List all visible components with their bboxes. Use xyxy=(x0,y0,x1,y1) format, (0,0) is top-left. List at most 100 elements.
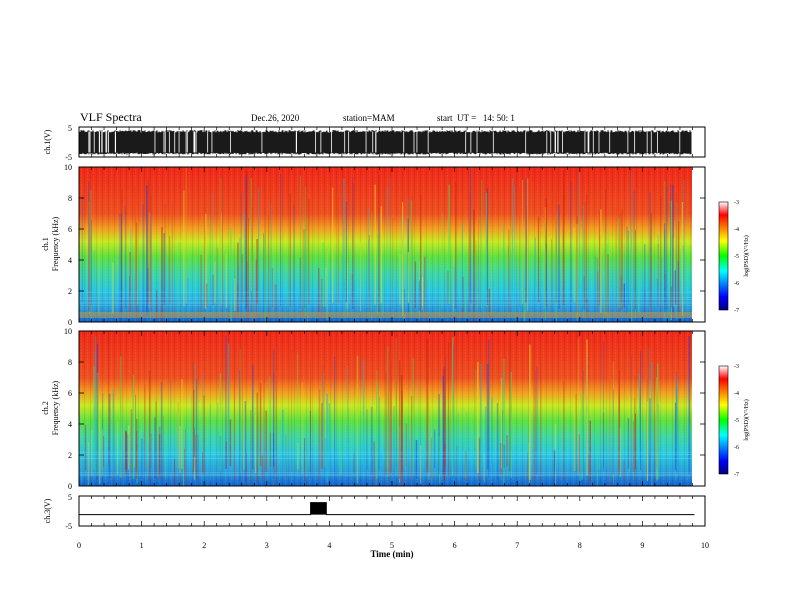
spectrogram-streak xyxy=(612,361,614,485)
spectrogram-streak xyxy=(418,280,420,311)
spectrogram-streak xyxy=(302,229,304,319)
spectrogram-streak xyxy=(243,398,245,470)
spectrogram-streak xyxy=(618,218,620,308)
ch3-signal-panel: 5 -5 ch.3(V) xyxy=(43,493,706,531)
spectrogram-streak xyxy=(649,398,651,483)
ch1-colorbar-ticks: -3 -4 -5 -6 -7 xyxy=(734,200,739,314)
spectrogram-streak xyxy=(582,253,584,319)
spectrogram-streak xyxy=(386,186,388,308)
spectrogram-streak xyxy=(612,389,614,474)
spectrogram-streak xyxy=(664,171,666,305)
spectrogram-streak xyxy=(117,422,119,474)
spectrogram-streak xyxy=(441,212,444,309)
spectrogram-streak xyxy=(476,249,478,310)
xtick-label: 7 xyxy=(515,541,519,550)
spectrogram-streak xyxy=(261,455,263,481)
spectrogram-streak xyxy=(491,397,493,486)
spectrogram-streak xyxy=(143,432,144,479)
spectrogram-streak xyxy=(650,213,653,321)
spectrogram-streak xyxy=(356,355,358,484)
spectrogram-streak xyxy=(648,347,650,471)
ch2-spec-ylabel-channel: ch.2 xyxy=(41,401,50,415)
spectrogram-streak xyxy=(243,213,246,312)
spectrogram-streak xyxy=(629,395,631,472)
spectrogram-streak xyxy=(221,212,222,305)
spectrogram-streak xyxy=(282,409,284,474)
spectrogram-streak xyxy=(133,398,135,468)
spectrogram-streak xyxy=(271,203,272,315)
spectrogram-streak xyxy=(242,362,243,479)
spectrogram-streak xyxy=(586,357,587,474)
ch1-ytick-bottom: -5 xyxy=(65,153,72,162)
spectrogram-streak xyxy=(274,462,276,486)
spectrogram-streak xyxy=(246,261,248,322)
spectrogram-streak xyxy=(438,436,441,484)
spectrogram-streak xyxy=(147,178,149,304)
spectrogram-streak xyxy=(81,445,83,482)
spectrogram-streak xyxy=(553,450,556,483)
ch1-waveform-path xyxy=(79,130,692,155)
spectrogram-streak xyxy=(462,276,464,319)
spectrogram-streak xyxy=(251,261,253,322)
colorbar-tick-label: -7 xyxy=(734,308,739,314)
spectrogram-streak xyxy=(154,417,156,479)
ch2-colorbar-label: log(PSD)(V²/Hz) xyxy=(743,399,750,440)
spectrogram-streak xyxy=(112,262,114,314)
spectrogram-streak xyxy=(209,214,210,304)
spectrogram-streak xyxy=(252,364,254,470)
spectrogram-streak xyxy=(103,436,105,468)
spectrogram-streak xyxy=(352,178,353,310)
spectrogram-streak xyxy=(93,366,95,471)
spectrogram-streak xyxy=(653,378,655,482)
spectrogram-streak xyxy=(428,384,430,480)
spectrogram-streak xyxy=(205,213,207,309)
spectrogram-streak xyxy=(321,403,323,469)
spectrogram-streak xyxy=(577,338,579,475)
spectrogram-streak xyxy=(387,346,389,467)
spectrogram-streak xyxy=(96,372,99,475)
spectrogram-streak xyxy=(102,393,104,483)
spectrogram-streak xyxy=(202,451,204,473)
spectrogram-streak xyxy=(438,293,440,317)
spectrogram-streak xyxy=(444,343,446,467)
spectrogram-streak xyxy=(88,200,91,312)
spectrogram-streak xyxy=(212,274,214,305)
spectrogram-streak xyxy=(551,239,553,322)
xtick-label: 2 xyxy=(202,541,206,550)
spectrogram-streak xyxy=(443,366,445,485)
ytick-label: 8 xyxy=(68,194,72,203)
spectrogram-streak xyxy=(366,409,368,470)
spectrogram-streak xyxy=(526,178,529,312)
spectrogram-streak xyxy=(203,395,205,476)
spectrogram-streak xyxy=(170,380,172,473)
spectrogram-streak xyxy=(325,266,327,307)
spectrogram-streak xyxy=(240,441,242,474)
colorbar-tick-label: -3 xyxy=(734,364,739,370)
spectrogram-streak xyxy=(499,415,501,473)
xtick-label: 0 xyxy=(77,541,81,550)
spectrogram-streak xyxy=(395,338,397,476)
spectrogram-streak xyxy=(676,386,678,469)
spectrogram-streak xyxy=(222,209,223,312)
spectrogram-streak xyxy=(164,203,166,314)
spectrogram-streak xyxy=(447,270,449,305)
spectrogram-streak xyxy=(468,192,470,313)
spectrogram-streak xyxy=(88,201,90,314)
spectrogram-streak xyxy=(486,363,489,470)
spectrogram-streak xyxy=(155,401,157,479)
spectrogram-streak xyxy=(291,350,292,472)
spectrogram-streak xyxy=(305,186,307,316)
spectrogram-streak xyxy=(657,243,659,307)
spectrogram-streak xyxy=(304,229,306,308)
spectrogram-streak xyxy=(163,233,165,305)
spectrogram-streak xyxy=(657,234,659,305)
spectrogram-streak xyxy=(178,242,180,317)
spectrogram-streak xyxy=(134,185,136,319)
station-label: station=MAM xyxy=(343,113,395,123)
spectrogram-streak xyxy=(245,174,247,311)
spectrogram-streak xyxy=(545,243,547,310)
spectrogram-streak xyxy=(537,216,540,303)
spectrogram-streak xyxy=(346,365,349,472)
ch2-spectrogram-yticks: 0 2 4 6 8 10 xyxy=(64,327,705,491)
spectrogram-streak xyxy=(376,370,378,486)
